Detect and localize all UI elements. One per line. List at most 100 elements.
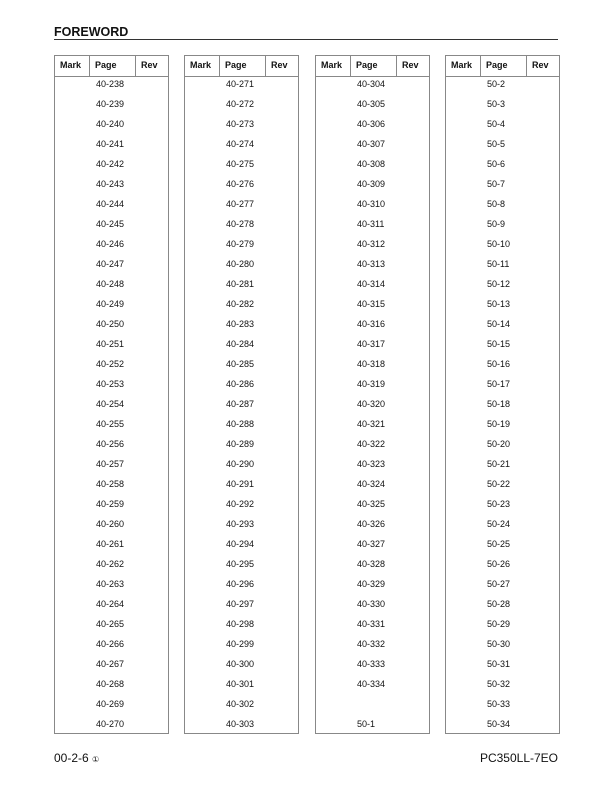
page-cell: 40-326 bbox=[357, 519, 386, 529]
table-row: 50-19 bbox=[446, 417, 559, 437]
table-row: 40-304 bbox=[316, 77, 429, 97]
table-row: 40-269 bbox=[55, 697, 168, 717]
page-cell: 40-241 bbox=[96, 139, 125, 149]
table-row: 40-323 bbox=[316, 457, 429, 477]
table-row: 40-249 bbox=[55, 297, 168, 317]
revision-table: Mark Page Rev 40-271 40-272 40-273 40-274 40-27… bbox=[184, 55, 299, 734]
column-header-rev: Rev bbox=[141, 60, 158, 70]
page-cell: 50-11 bbox=[487, 259, 510, 269]
page-cell: 40-324 bbox=[357, 479, 386, 489]
table-row: 50-2 bbox=[446, 77, 559, 97]
page-cell: 40-289 bbox=[226, 439, 255, 449]
table-row: 40-258 bbox=[55, 477, 168, 497]
table-row: 40-282 bbox=[185, 297, 298, 317]
table-row: 40-247 bbox=[55, 257, 168, 277]
table-row: 40-292 bbox=[185, 497, 298, 517]
page-cell: 40-285 bbox=[226, 359, 255, 369]
page-cell: 40-284 bbox=[226, 339, 255, 349]
page-cell: 50-14 bbox=[487, 319, 511, 329]
page-cell: 50-20 bbox=[487, 439, 511, 449]
page-cell: 50-27 bbox=[487, 579, 511, 589]
table-row: 40-310 bbox=[316, 197, 429, 217]
page-cell: 40-273 bbox=[226, 119, 255, 129]
table-row: 40-263 bbox=[55, 577, 168, 597]
table-row: 40-238 bbox=[55, 77, 168, 97]
table-row: 40-280 bbox=[185, 257, 298, 277]
page-cell: 50-19 bbox=[487, 419, 511, 429]
table-row: 40-311 bbox=[316, 217, 429, 237]
page-cell: 50-33 bbox=[487, 699, 511, 709]
table-row: 40-256 bbox=[55, 437, 168, 457]
page-cell: 50-23 bbox=[487, 499, 511, 509]
table-row: 40-277 bbox=[185, 197, 298, 217]
table-row: 40-286 bbox=[185, 377, 298, 397]
table-row: 40-327 bbox=[316, 537, 429, 557]
page-cell: 40-283 bbox=[226, 319, 255, 329]
table-row: 40-251 bbox=[55, 337, 168, 357]
footer-page-number: 00-2-6 ① bbox=[54, 751, 99, 765]
table-row: 40-255 bbox=[55, 417, 168, 437]
table-row: 40-283 bbox=[185, 317, 298, 337]
page-cell: 40-313 bbox=[357, 259, 386, 269]
table-row: 40-313 bbox=[316, 257, 429, 277]
page-cell: 40-314 bbox=[357, 279, 386, 289]
page-cell: 50-12 bbox=[487, 279, 511, 289]
table-row: 40-246 bbox=[55, 237, 168, 257]
page-cell: 40-301 bbox=[226, 679, 255, 689]
table-row: 40-268 bbox=[55, 677, 168, 697]
revision-table: Mark Page Rev 40-238 40-239 40-240 40-241 40-24… bbox=[54, 55, 169, 734]
page-cell: 40-257 bbox=[96, 459, 125, 469]
table-row: 50-8 bbox=[446, 197, 559, 217]
table-row: 40-328 bbox=[316, 557, 429, 577]
page-cell: 40-290 bbox=[226, 459, 255, 469]
table-row: 50-13 bbox=[446, 297, 559, 317]
page-cell: 40-260 bbox=[96, 519, 125, 529]
table-row: 40-287 bbox=[185, 397, 298, 417]
table-row: 40-298 bbox=[185, 617, 298, 637]
table-row: 50-12 bbox=[446, 277, 559, 297]
footer-model: PC350LL-7EO bbox=[479, 751, 558, 765]
table-row: 40-308 bbox=[316, 157, 429, 177]
table-row: 40-266 bbox=[55, 637, 168, 657]
table-row: 40-276 bbox=[185, 177, 298, 197]
page-cell: 40-287 bbox=[226, 399, 255, 409]
page-cell: 40-315 bbox=[357, 299, 386, 309]
page-cell: 40-329 bbox=[357, 579, 386, 589]
page-cell: 50-16 bbox=[487, 359, 511, 369]
table-row: 40-318 bbox=[316, 357, 429, 377]
table-row: 40-241 bbox=[55, 137, 168, 157]
table-row: 40-253 bbox=[55, 377, 168, 397]
table-row: 40-265 bbox=[55, 617, 168, 637]
page-cell: 40-282 bbox=[226, 299, 255, 309]
table-row: 40-259 bbox=[55, 497, 168, 517]
page-cell: 50-1 bbox=[357, 719, 376, 729]
page-cell: 40-267 bbox=[96, 659, 125, 669]
page-cell: 40-265 bbox=[96, 619, 125, 629]
page-cell: 40-248 bbox=[96, 279, 125, 289]
page-cell: 40-249 bbox=[96, 299, 125, 309]
table-row: 40-315 bbox=[316, 297, 429, 317]
page-cell: 40-255 bbox=[96, 419, 125, 429]
page-cell: 50-6 bbox=[487, 159, 506, 169]
table-header: Mark Page Rev bbox=[446, 56, 559, 77]
table-row: 40-317 bbox=[316, 337, 429, 357]
table-row: 40-307 bbox=[316, 137, 429, 157]
page-cell: 40-318 bbox=[357, 359, 386, 369]
page-cell: 40-278 bbox=[226, 219, 255, 229]
table-row: 40-322 bbox=[316, 437, 429, 457]
page-cell: 40-323 bbox=[357, 459, 386, 469]
table-row: 50-1 bbox=[316, 717, 429, 737]
table-row: 40-275 bbox=[185, 157, 298, 177]
page-cell: 50-29 bbox=[487, 619, 511, 629]
table-row: 50-21 bbox=[446, 457, 559, 477]
table-header: Mark Page Rev bbox=[185, 56, 298, 77]
page-cell: 40-332 bbox=[357, 639, 386, 649]
table-row: 40-295 bbox=[185, 557, 298, 577]
table-header: Mark Page Rev bbox=[316, 56, 429, 77]
table-row: 40-325 bbox=[316, 497, 429, 517]
table-row: 40-302 bbox=[185, 697, 298, 717]
table-row: 50-32 bbox=[446, 677, 559, 697]
table-row: 40-296 bbox=[185, 577, 298, 597]
table-row: 40-261 bbox=[55, 537, 168, 557]
page-cell: 40-295 bbox=[226, 559, 255, 569]
